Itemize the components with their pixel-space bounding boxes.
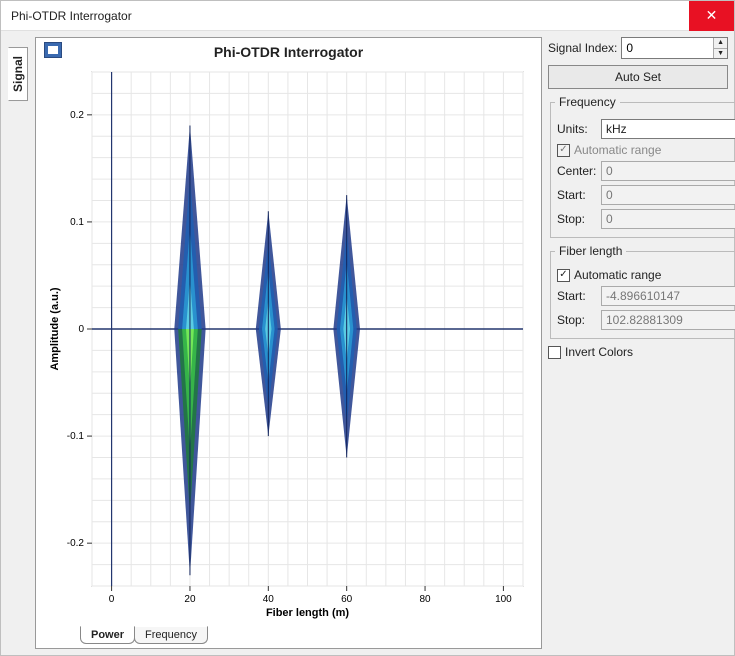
units-value: kHz <box>606 122 627 136</box>
svg-text:80: 80 <box>419 594 431 605</box>
svg-text:40: 40 <box>263 594 275 605</box>
chart-title: Phi-OTDR Interrogator <box>36 38 541 62</box>
svg-text:0.2: 0.2 <box>70 110 84 121</box>
freq-stop-input[interactable] <box>601 209 735 229</box>
chart-properties-icon[interactable] <box>44 42 62 58</box>
spin-down-icon[interactable]: ▼ <box>714 49 727 59</box>
app-window: Phi-OTDR Interrogator ✕ Signal Phi-OTDR … <box>0 0 735 656</box>
signal-index-label: Signal Index: <box>548 41 617 55</box>
fiber-start-label: Start: <box>557 289 597 303</box>
signal-index-row: Signal Index: ▲ ▼ <box>548 37 728 59</box>
fiber-stop-input[interactable] <box>601 310 735 330</box>
center-input[interactable] <box>601 161 735 181</box>
svg-text:0: 0 <box>109 594 115 605</box>
spin-up-icon[interactable]: ▲ <box>714 38 727 49</box>
plot-svg: 0 20 40 60 80 100 -0.2 -0.1 0 0.1 0.2 Fiber length … <box>44 68 533 620</box>
close-button[interactable]: ✕ <box>689 1 734 31</box>
titlebar: Phi-OTDR Interrogator ✕ <box>1 1 734 31</box>
units-select[interactable]: kHz ▽ <box>601 119 735 139</box>
frequency-legend: Frequency <box>555 95 620 109</box>
invert-colors-row: Invert Colors <box>548 345 728 359</box>
fiber-auto-checkbox[interactable]: ✓ <box>557 269 570 282</box>
controls-panel: Signal Index: ▲ ▼ Auto Set Frequency Uni… <box>548 37 728 649</box>
plot-area: 0 20 40 60 80 100 -0.2 -0.1 0 0.1 0.2 Fiber length … <box>36 62 541 644</box>
svg-text:Fiber length (m): Fiber length (m) <box>266 607 349 619</box>
fiber-start-input[interactable] <box>601 286 735 306</box>
invert-colors-checkbox[interactable] <box>548 346 561 359</box>
signal-index-input[interactable] <box>622 38 713 58</box>
bottom-tabstrip: Power Frequency <box>36 626 541 648</box>
window-body: Signal Phi-OTDR Interrogator 0 20 40 60 80 10… <box>1 31 734 655</box>
svg-text:100: 100 <box>495 594 512 605</box>
svg-text:Amplitude (a.u.): Amplitude (a.u.) <box>49 287 61 370</box>
freq-start-input[interactable] <box>601 185 735 205</box>
fiber-legend: Fiber length <box>555 244 626 258</box>
window-title: Phi-OTDR Interrogator <box>11 9 689 23</box>
fiber-auto-label: Automatic range <box>574 268 661 282</box>
freq-stop-label: Stop: <box>557 212 597 226</box>
svg-text:0: 0 <box>78 324 84 335</box>
svg-text:60: 60 <box>341 594 353 605</box>
center-label: Center: <box>557 164 597 178</box>
freq-start-label: Start: <box>557 188 597 202</box>
auto-set-label: Auto Set <box>615 70 661 84</box>
svg-text:0.1: 0.1 <box>70 217 84 228</box>
svg-text:-0.1: -0.1 <box>67 431 85 442</box>
fiber-length-group: Fiber length ✓ Automatic range Start: m … <box>550 244 735 339</box>
close-icon: ✕ <box>706 7 718 24</box>
tab-power[interactable]: Power <box>80 626 135 644</box>
fiber-stop-label: Stop: <box>557 313 597 327</box>
vertical-tabstrip: Signal <box>7 37 29 649</box>
tab-signal[interactable]: Signal <box>8 47 28 101</box>
chart-panel: Phi-OTDR Interrogator 0 20 40 60 80 100 -0.2 -0… <box>35 37 542 649</box>
invert-colors-label: Invert Colors <box>565 345 633 359</box>
freq-auto-checkbox[interactable]: ✓ <box>557 144 570 157</box>
units-label: Units: <box>557 122 597 136</box>
chart-toolbar <box>44 42 62 61</box>
tab-frequency[interactable]: Frequency <box>134 626 208 644</box>
auto-set-button[interactable]: Auto Set <box>548 65 728 89</box>
signal-index-spin-buttons: ▲ ▼ <box>713 38 727 58</box>
signal-index-stepper[interactable]: ▲ ▼ <box>621 37 728 59</box>
svg-text:20: 20 <box>184 594 196 605</box>
freq-auto-label: Automatic range <box>574 143 661 157</box>
frequency-group: Frequency Units: kHz ▽ ✓ Automatic range… <box>550 95 735 238</box>
svg-text:-0.2: -0.2 <box>67 538 85 549</box>
